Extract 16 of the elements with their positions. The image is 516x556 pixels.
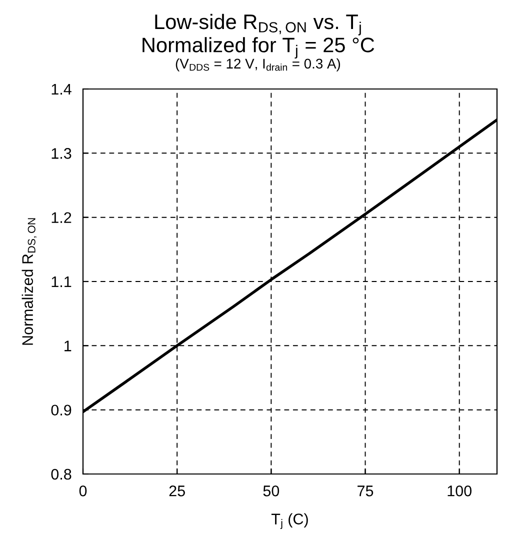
y-tick-label: 0.8 (51, 468, 72, 480)
chart-title: Low-side R$_{DS,ON}$ vs. T$_{j}$ Normalized for T$_{j}$ = 25 °C (142, 14, 374, 59)
x-tick-label: 75 (358, 486, 374, 496)
y-axis-title: Normalized R$_{DS,ON}$ (22, 218, 37, 345)
y-tick-label: 1.3 (52, 148, 72, 159)
y-tick-label: 1 (64, 340, 72, 352)
y-tick-label: 1.4 (52, 84, 72, 95)
x-tick-label: 25 (169, 486, 185, 496)
x-tick-label: 50 (263, 486, 280, 496)
x-tick-label: 0 (79, 486, 87, 496)
x-tick-label: 100 (448, 486, 472, 496)
chart-subtitle: (V$_{DDS}$ = 12 V, I$_{drain}$ = 0.3 A) (176, 58, 340, 72)
y-tick-label: 1.2 (52, 212, 72, 223)
y-tick-label: 0.9 (51, 404, 72, 416)
x-axis-title: T$_{j}$ (C) (271, 513, 308, 529)
y-tick-label: 1.1 (52, 276, 72, 288)
